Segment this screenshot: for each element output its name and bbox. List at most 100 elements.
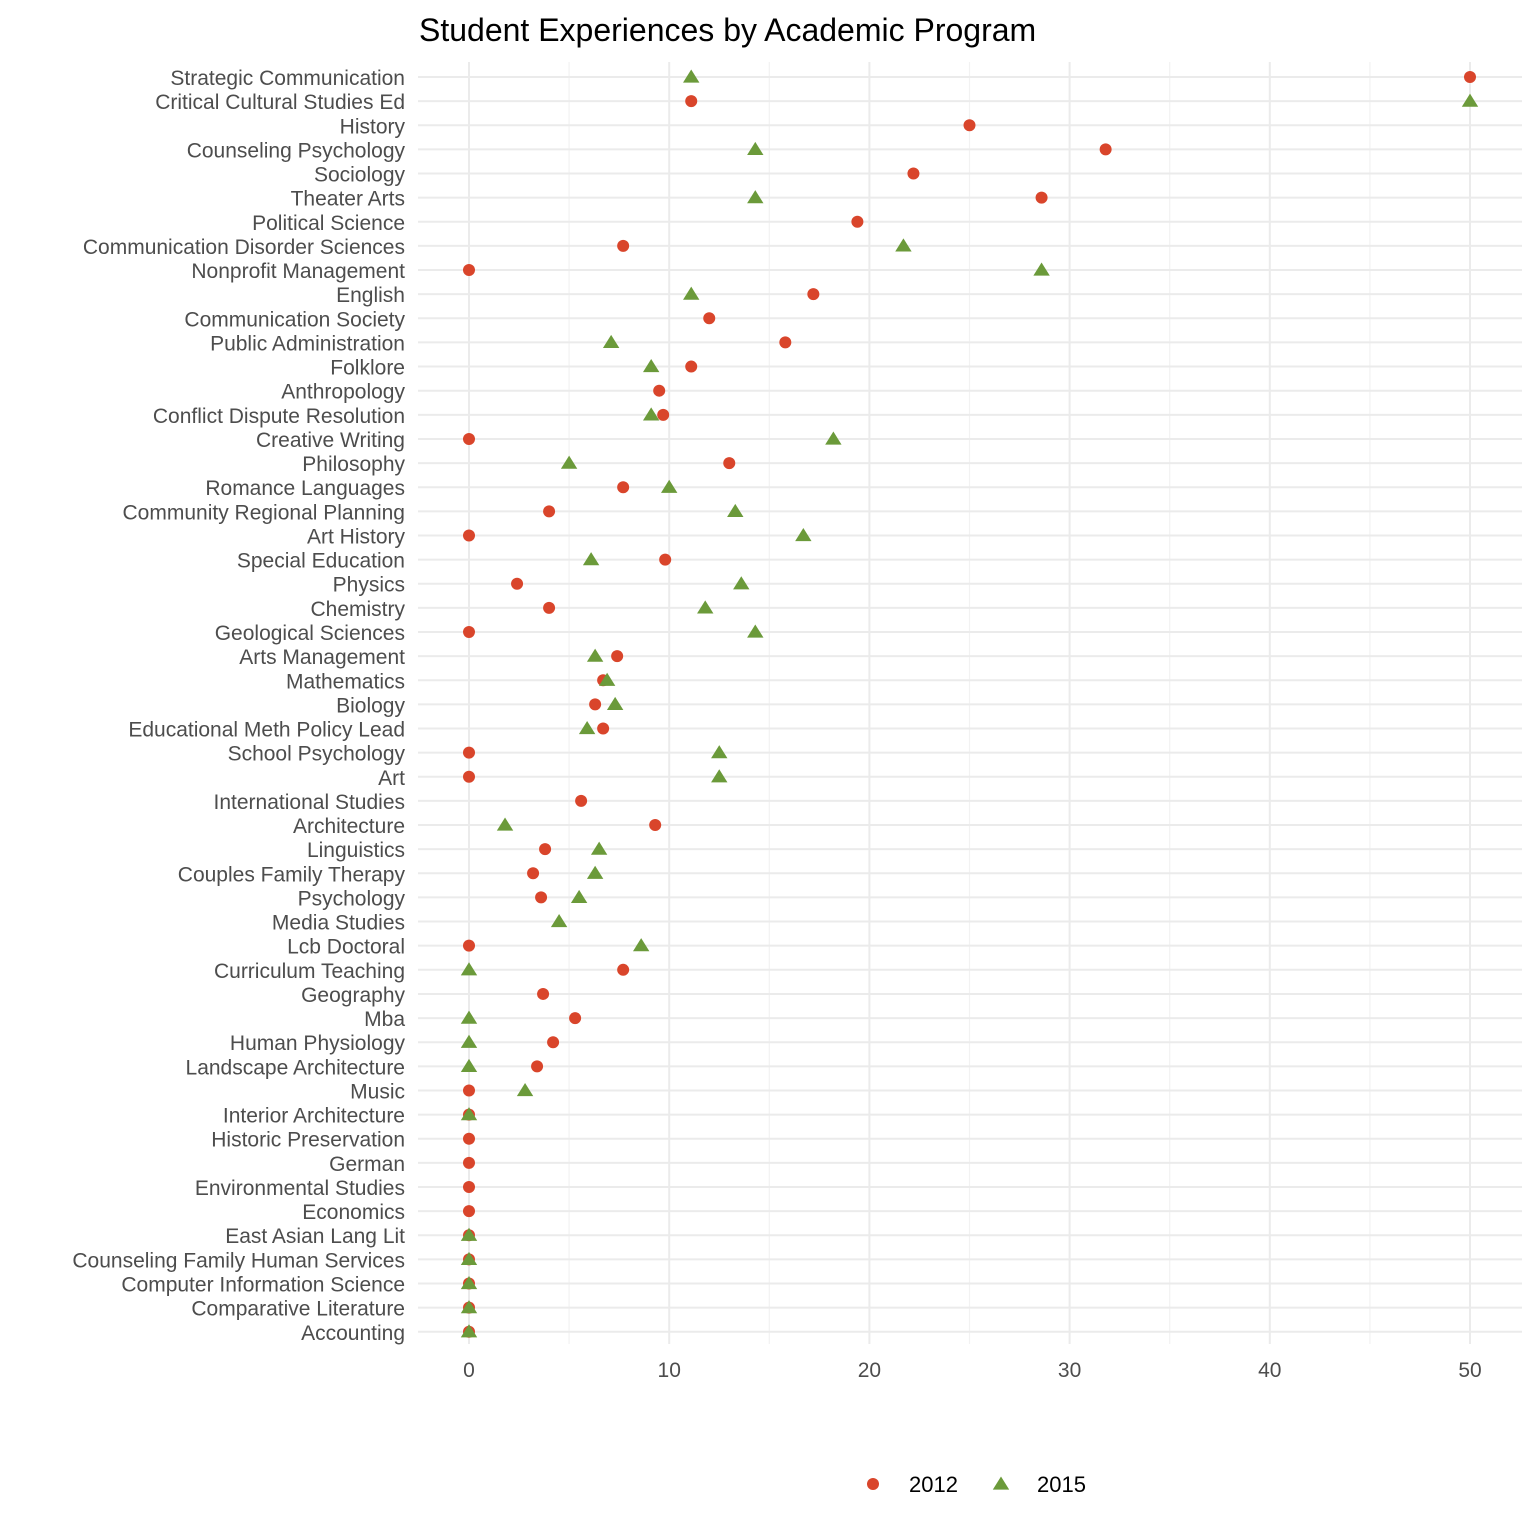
point-2015 [1461,93,1479,107]
y-tick-label: Folklore [330,357,405,380]
point-2015 [460,1324,478,1338]
x-tick-label: 30 [1058,1359,1081,1382]
point-2015 [460,962,478,976]
point-2015 [747,190,764,204]
y-tick-label: Linguistics [307,839,405,862]
point-2012 [685,95,698,108]
y-tick-label: Human Physiology [230,1032,406,1055]
y-tick-label: Landscape Architecture [186,1056,405,1079]
data-points [460,69,1479,1338]
point-2012 [851,215,864,228]
point-2015 [747,624,764,638]
point-2015 [795,527,812,542]
point-2012 [537,987,550,1000]
point-2012 [575,794,588,807]
point-2012 [589,698,602,711]
point-2015 [496,817,514,831]
x-tick-label: 40 [1258,1359,1281,1382]
chart-title: Student Experiences by Academic Program [419,12,1036,48]
x-tick-label: 0 [463,1359,475,1382]
point-2015 [606,696,624,711]
point-2015 [697,600,714,614]
y-tick-label: Sociology [314,164,406,187]
point-2015 [711,769,728,783]
y-tick-label: Biology [336,694,405,717]
point-2012 [685,360,698,373]
y-tick-label: Political Science [252,212,405,235]
y-tick-label: Special Education [237,550,405,573]
y-tick-label: Mathematics [286,670,405,693]
y-tick-label: Media Studies [272,912,405,935]
point-2015 [895,238,912,252]
y-tick-label: Environmental Studies [195,1177,405,1200]
y-tick-label: Creative Writing [256,429,405,452]
point-2012 [531,1060,544,1073]
point-2015 [578,721,596,735]
point-2015 [661,479,678,493]
point-2015 [683,69,700,83]
point-2015 [460,1300,478,1314]
point-2012 [611,650,624,663]
y-tick-label: Educational Meth Policy Lead [128,719,405,742]
point-2012 [539,843,552,856]
point-2012 [543,505,556,518]
point-2012 [653,384,666,397]
y-tick-label: Comparative Literature [191,1298,405,1321]
point-2015 [632,938,650,952]
point-2015 [642,407,660,421]
y-tick-label: Anthropology [281,381,405,404]
point-2012 [463,939,475,952]
y-tick-label: Nonprofit Management [191,260,405,283]
y-tick-label: Art History [307,525,406,548]
point-2012 [807,288,820,301]
y-tick-label: Physics [333,574,405,597]
y-tick-label: English [336,284,405,307]
grid [418,62,1522,1344]
point-2012 [463,746,475,759]
point-2015 [460,1276,478,1290]
y-tick-label: Interior Architecture [223,1105,405,1128]
point-2012 [463,264,475,277]
y-tick-label: Accounting [301,1322,405,1345]
y-tick-label: Public Administration [210,332,405,355]
point-2015 [516,1082,534,1097]
legend: 2012 2015 [867,1472,1086,1497]
point-2015 [460,1034,478,1048]
point-2012 [463,432,475,445]
point-2015 [560,455,578,469]
point-2015 [460,1227,478,1241]
point-2012 [463,529,475,542]
y-tick-label: Geography [301,984,405,1007]
point-2015 [602,334,620,349]
y-tick-label: Mba [364,1008,405,1031]
point-2012 [617,481,630,494]
x-tick-label: 10 [658,1359,681,1382]
y-tick-label: International Studies [214,791,405,814]
y-tick-label: School Psychology [228,743,406,766]
legend-label: 2012 [909,1472,958,1497]
y-tick-label: Romance Languages [205,477,405,500]
point-2012 [963,119,976,132]
point-2012 [617,239,630,252]
point-2012 [1099,143,1112,156]
y-tick-label: Communication Society [184,308,405,331]
point-2015 [586,648,604,662]
y-tick-label: Counseling Psychology [187,139,406,162]
point-2015 [1033,262,1050,276]
point-2015 [460,1107,478,1121]
point-2015 [460,1251,478,1265]
point-2015 [642,359,660,373]
y-tick-label: History [340,115,406,138]
y-tick-label: Economics [302,1201,405,1224]
y-tick-label: Psychology [298,887,406,910]
point-2015 [582,552,600,566]
y-tick-label: Philosophy [302,453,405,476]
point-2012 [463,1156,475,1169]
point-2015 [460,1010,478,1024]
point-2012 [527,867,540,880]
point-2012 [511,577,524,590]
y-tick-label: Geological Sciences [215,622,405,645]
legend-key-2012 [867,1478,879,1490]
point-2012 [547,1036,560,1049]
